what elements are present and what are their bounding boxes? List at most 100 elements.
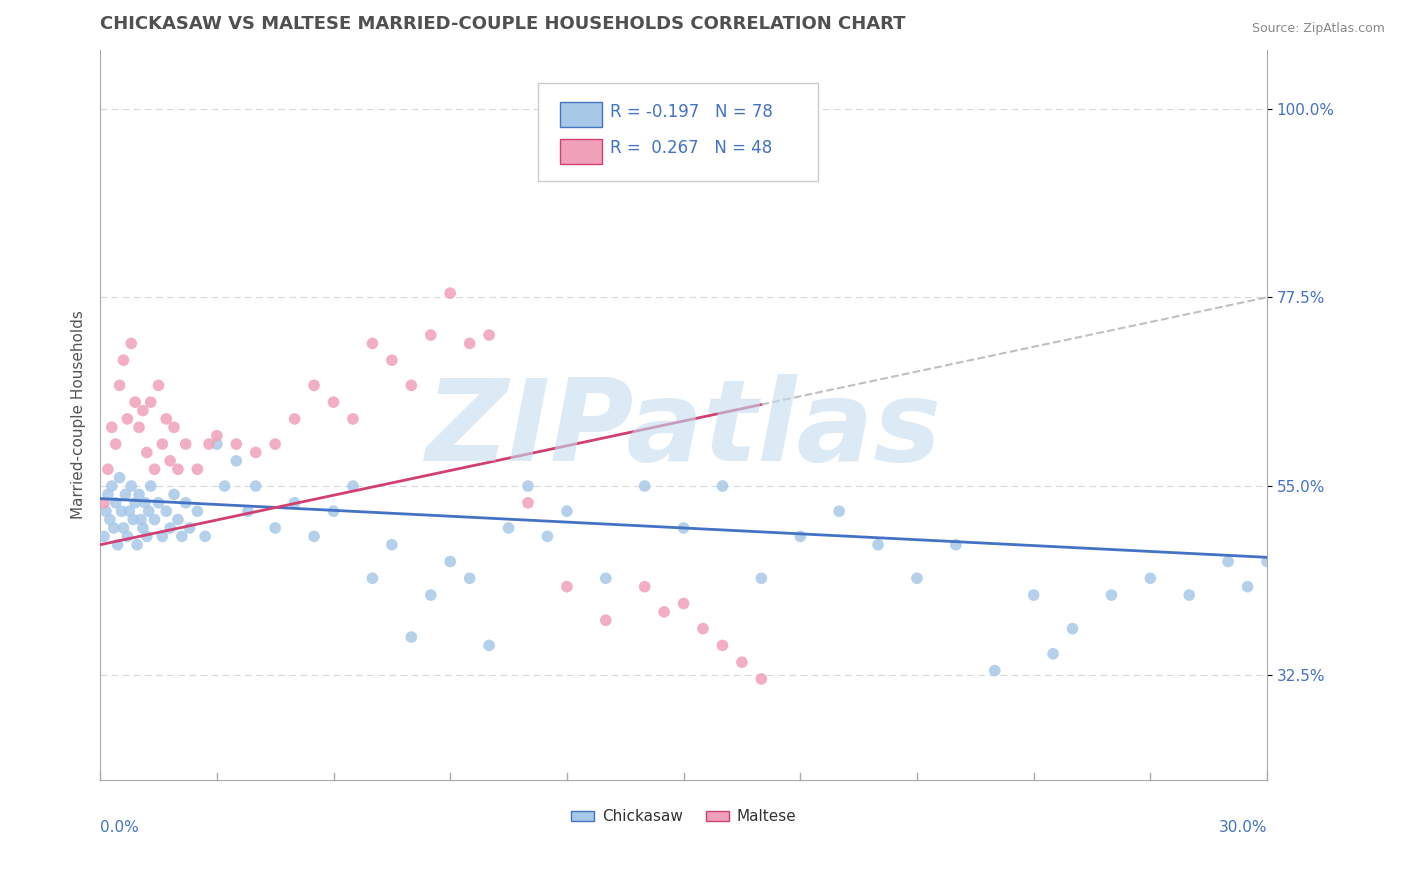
Point [163,420,186,434]
Point [245,445,267,459]
Point [139,395,162,409]
Point [905,571,928,585]
Point [114,487,136,501]
Point [1139,571,1161,585]
Point [120,336,142,351]
Point [112,521,135,535]
Point [98,512,121,526]
Point [1216,555,1239,569]
Point [419,588,441,602]
Point [458,571,481,585]
Point [652,605,675,619]
Point [284,496,307,510]
Point [1022,588,1045,602]
Point [134,496,156,510]
Point [122,512,145,526]
Point [117,412,139,426]
Point [517,479,540,493]
Point [128,420,150,434]
Point [284,412,307,426]
Point [439,555,461,569]
Point [143,462,166,476]
Point [595,571,617,585]
Point [120,479,142,493]
Point [711,639,734,653]
Point [672,597,695,611]
Legend: Chickasaw, Maltese: Chickasaw, Maltese [565,803,801,830]
Point [458,336,481,351]
Point [536,529,558,543]
Point [401,378,423,392]
Point [595,613,617,627]
Point [245,479,267,493]
Point [104,496,127,510]
Point [128,487,150,501]
Point [93,529,115,543]
Point [634,479,657,493]
Point [236,504,259,518]
Point [984,664,1007,678]
Point [97,487,120,501]
FancyBboxPatch shape [560,139,602,163]
Point [517,496,540,510]
Text: R = -0.197   N = 78: R = -0.197 N = 78 [610,103,773,120]
Point [194,529,217,543]
Point [135,529,157,543]
Point [110,504,132,518]
Point [179,521,201,535]
Point [555,504,578,518]
Point [731,655,754,669]
Point [112,353,135,368]
Point [711,479,734,493]
Point [132,521,155,535]
Point [132,403,155,417]
Point [93,496,115,510]
Point [342,479,364,493]
Text: Source: ZipAtlas.com: Source: ZipAtlas.com [1251,22,1385,36]
Text: 0.0%: 0.0% [100,820,139,835]
Point [419,328,441,343]
Point [361,571,384,585]
Point [125,538,148,552]
Point [868,538,890,552]
Point [634,580,657,594]
Point [751,672,773,686]
Point [186,504,208,518]
Point [828,504,851,518]
FancyBboxPatch shape [560,103,602,128]
Point [205,437,228,451]
Point [159,521,181,535]
Point [264,521,287,535]
Point [101,479,124,493]
Point [225,454,247,468]
Point [401,630,423,644]
Point [751,571,773,585]
Point [478,639,501,653]
Point [108,470,131,484]
Point [104,437,127,451]
Point [692,622,714,636]
Point [174,437,197,451]
Point [302,529,325,543]
Point [225,437,247,451]
FancyBboxPatch shape [537,83,818,181]
Point [155,412,177,426]
Point [167,462,190,476]
Point [1178,588,1201,602]
Point [163,487,186,501]
Point [148,496,170,510]
Point [97,462,120,476]
Point [672,521,695,535]
Y-axis label: Married-couple Households: Married-couple Households [72,310,86,519]
Point [214,479,236,493]
Point [1101,588,1123,602]
Point [1236,580,1258,594]
Point [264,437,287,451]
Point [107,538,129,552]
Point [381,538,404,552]
Point [205,428,228,442]
Point [174,496,197,510]
Point [124,395,146,409]
Point [381,353,404,368]
Point [198,437,221,451]
